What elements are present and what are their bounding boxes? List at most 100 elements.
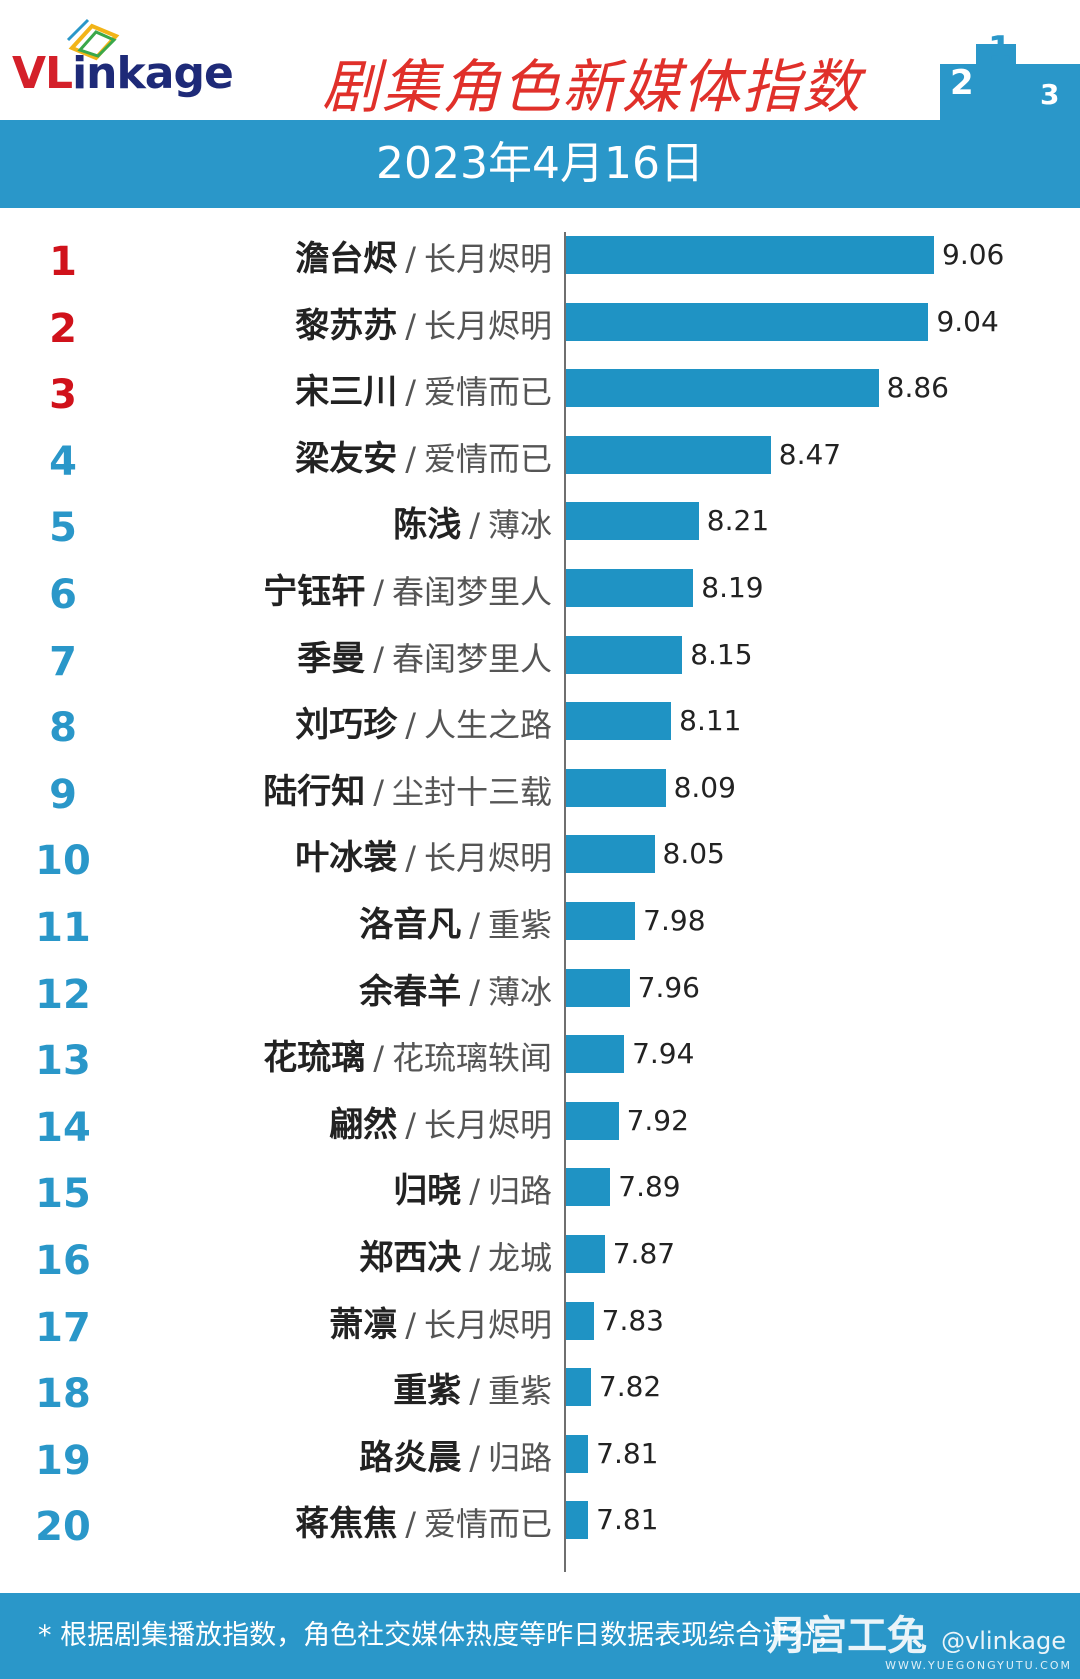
- chart-row: 20 蒋焦焦 / 爱情而已 7.81: [0, 1495, 1080, 1555]
- chart-row: 18 重紫 / 重紫 7.82: [0, 1362, 1080, 1422]
- label-separator: /: [469, 972, 480, 1011]
- value-label: 7.81: [596, 1436, 659, 1470]
- svg-text:1: 1: [988, 29, 1012, 69]
- chart-row: 4 梁友安 / 爱情而已 8.47: [0, 430, 1080, 490]
- label-separator: /: [469, 1372, 480, 1411]
- rank-number: 6: [49, 572, 77, 618]
- character-name: 郑西决: [359, 1238, 462, 1278]
- row-label: 黎苏苏 / 长月烬明: [295, 301, 552, 357]
- drama-title: 尘封十三载: [391, 772, 552, 811]
- value-label: 7.96: [637, 970, 700, 1004]
- chart-row: 12 余春羊 / 薄冰 7.96: [0, 963, 1080, 1023]
- rank-number: 1: [49, 239, 77, 285]
- row-label: 路炎晨 / 归路: [359, 1433, 552, 1489]
- label-separator: /: [405, 1505, 416, 1544]
- rank-number: 14: [35, 1104, 91, 1151]
- value-bar: [566, 369, 879, 408]
- value-bar: [566, 768, 666, 807]
- chart-row: 15 归晓 / 归路 7.89: [0, 1162, 1080, 1222]
- character-name: 花琉璃: [263, 1038, 366, 1079]
- chart-row: 6 宁钰轩 / 春闺梦里人 8.19: [0, 563, 1080, 623]
- rank-number: 8: [49, 705, 77, 752]
- value-bar: [566, 502, 699, 541]
- chart-row: 5 陈浅 / 薄冰 8.21: [0, 496, 1080, 556]
- rank-number: 11: [35, 905, 91, 951]
- character-name: 刘巧珍: [295, 705, 398, 746]
- label-separator: /: [469, 1438, 480, 1477]
- value-bar: [566, 435, 771, 474]
- row-label: 澹台烬 / 长月烬明: [295, 234, 552, 290]
- value-label: 9.04: [936, 304, 999, 338]
- drama-title: 春闺梦里人: [391, 639, 552, 678]
- value-bar: [566, 569, 694, 607]
- value-label: 8.86: [886, 371, 949, 405]
- character-name: 宋三川: [295, 372, 398, 413]
- podium-icon: 2 1 3: [940, 29, 1080, 120]
- value-bar: [566, 236, 934, 274]
- drama-title: 长月烬明: [423, 306, 552, 345]
- vlinkage-logo-mark: [66, 18, 120, 61]
- label-separator: /: [405, 439, 416, 478]
- label-separator: /: [373, 1039, 384, 1078]
- rank-number: 13: [35, 1038, 91, 1085]
- drama-title: 长月烬明: [423, 1105, 552, 1144]
- ranking-bar-chart: 1 澹台烬 / 长月烬明 9.06 2 黎苏苏 / 长月烬明 9.04 3 宋三川 / 爱情而已 8.86 4…: [0, 208, 1080, 1588]
- chart-row: 11 洛音凡 / 重紫 7.98: [0, 896, 1080, 956]
- drama-title: 爱情而已: [423, 373, 552, 412]
- drama-title: 爱情而已: [423, 1505, 552, 1544]
- character-name: 洛音凡: [359, 905, 462, 945]
- chart-row: 10 叶冰裳 / 长月烬明 8.05: [0, 829, 1080, 889]
- value-label: 7.98: [643, 904, 706, 937]
- value-bar: [566, 1035, 625, 1074]
- drama-title: 长月烬明: [423, 839, 552, 878]
- rank-number: 3: [49, 372, 77, 419]
- rank-number: 4: [49, 438, 77, 485]
- character-name: 梁友安: [295, 438, 398, 479]
- row-label: 宋三川 / 爱情而已: [295, 367, 552, 423]
- label-separator: /: [469, 1239, 480, 1277]
- rank-number: 9: [49, 771, 77, 818]
- date-banner: 2023年4月16日: [0, 120, 1080, 208]
- value-label: 7.82: [598, 1370, 662, 1404]
- character-name: 归晓: [393, 1171, 462, 1212]
- label-separator: /: [405, 706, 416, 745]
- chart-row: 8 刘巧珍 / 人生之路 8.11: [0, 696, 1080, 756]
- value-bar: [566, 835, 655, 874]
- value-label: 8.15: [690, 637, 753, 671]
- value-label: 8.21: [706, 504, 770, 538]
- row-label: 陈浅 / 薄冰: [393, 500, 552, 556]
- label-separator: /: [469, 906, 480, 944]
- row-label: 余春羊 / 薄冰: [359, 967, 552, 1023]
- drama-title: 爱情而已: [423, 439, 552, 478]
- value-bar: [566, 1235, 605, 1273]
- label-separator: /: [373, 639, 384, 678]
- row-label: 郑西决 / 龙城: [359, 1233, 552, 1289]
- rank-number: 7: [49, 638, 77, 685]
- drama-title: 长月烬明: [423, 1305, 552, 1344]
- row-label: 重紫 / 重紫: [393, 1366, 552, 1422]
- row-label: 萧凛 / 长月烬明: [329, 1300, 552, 1356]
- row-label: 梁友安 / 爱情而已: [295, 434, 552, 490]
- drama-title: 人生之路: [423, 706, 552, 745]
- value-label: 7.81: [596, 1503, 659, 1537]
- value-label: 8.05: [662, 837, 725, 871]
- label-separator: /: [373, 573, 384, 611]
- value-label: 8.47: [778, 437, 842, 471]
- rank-number: 20: [35, 1504, 91, 1551]
- row-label: 叶冰裳 / 长月烬明: [295, 833, 552, 889]
- row-label: 洛音凡 / 重紫: [359, 900, 552, 956]
- character-name: 黎苏苏: [295, 305, 398, 346]
- character-name: 季曼: [297, 638, 366, 679]
- value-label: 7.89: [618, 1170, 681, 1204]
- drama-title: 春闺梦里人: [391, 573, 552, 611]
- chart-axis-line: [564, 232, 566, 1572]
- drama-title: 归路: [487, 1172, 552, 1211]
- drama-title: 薄冰: [487, 972, 552, 1011]
- header: VLinkage 剧集角色新媒体指数 2 1 3: [0, 0, 1080, 121]
- chart-row: 14 翩然 / 长月烬明 7.92: [0, 1096, 1080, 1156]
- label-separator: /: [469, 506, 480, 545]
- svg-text:2: 2: [950, 63, 974, 103]
- value-label: 8.11: [679, 704, 742, 738]
- value-label: 7.83: [601, 1303, 664, 1337]
- chart-row: 7 季曼 / 春闺梦里人 8.15: [0, 630, 1080, 690]
